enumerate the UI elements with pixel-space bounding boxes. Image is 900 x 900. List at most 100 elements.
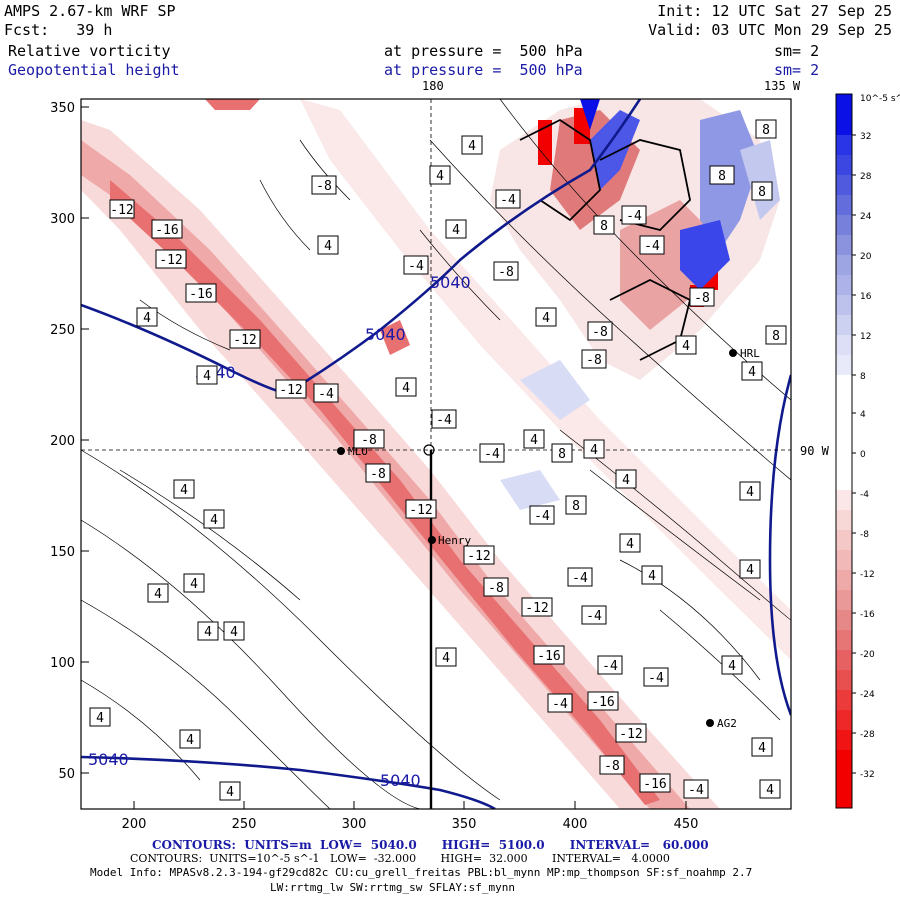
x-tick-label: 350 <box>452 817 477 832</box>
field1-smoothing: sm= 2 <box>774 42 820 60</box>
svg-text:-4: -4 <box>648 671 664 686</box>
init-time: Init: 12 UTC Sat 27 Sep 25 <box>657 2 892 20</box>
svg-text:8: 8 <box>772 329 780 344</box>
colorbar-tick: 16 <box>860 292 872 302</box>
svg-text:-4: -4 <box>602 659 618 674</box>
vort-label: 4 <box>196 365 218 385</box>
svg-text:4: 4 <box>542 311 550 326</box>
vort-label: 4 <box>219 781 241 801</box>
svg-text:-12: -12 <box>525 601 548 616</box>
station-ag2-marker <box>706 719 714 727</box>
svg-text:8: 8 <box>718 169 726 184</box>
vort-label: -4 <box>683 779 709 799</box>
vort-label: -16 <box>185 283 217 303</box>
svg-text:4: 4 <box>648 569 656 584</box>
svg-text:-8: -8 <box>498 265 514 280</box>
x-tick-label: 450 <box>674 817 699 832</box>
vort-label: 4 <box>173 479 195 499</box>
colorbar-tick: 12 <box>860 332 871 342</box>
vort-label: -4 <box>431 409 457 429</box>
vort-label: 4 <box>136 307 158 327</box>
colorbar-tick: -28 <box>860 730 875 740</box>
svg-text:-16: -16 <box>155 223 178 238</box>
plot-frame <box>80 98 792 810</box>
y-tick-label: 350 <box>50 101 75 116</box>
colorbar-tick: -16 <box>860 610 875 620</box>
vort-label: -8 <box>587 321 613 341</box>
x-tick-label: 200 <box>122 817 147 832</box>
height-contour-5040-north <box>81 99 642 396</box>
svg-text:4: 4 <box>626 537 634 552</box>
station-henry-label: Henry <box>438 534 471 547</box>
svg-text:-12: -12 <box>159 253 182 268</box>
y-tick-label: 300 <box>50 212 75 227</box>
svg-text:4: 4 <box>746 485 754 500</box>
vort-label: -4 <box>547 693 573 713</box>
vort-label: -4 <box>581 605 607 625</box>
y-tick-label: 150 <box>50 545 75 560</box>
colorbar-tick: -32 <box>860 770 875 780</box>
vort-label: 4 <box>429 165 451 185</box>
y-tick-label: 250 <box>50 323 75 338</box>
svg-text:-12: -12 <box>409 503 432 518</box>
svg-text:-8: -8 <box>488 581 504 596</box>
meridian-180-label: 180 <box>422 79 444 93</box>
vort-label: 8 <box>765 325 787 345</box>
y-tick-label: 50 <box>58 767 75 782</box>
svg-text:8: 8 <box>762 123 770 138</box>
colorbar-unit: 10^-5 s^-1 <box>860 94 900 104</box>
svg-text:4: 4 <box>96 711 104 726</box>
svg-text:-12: -12 <box>279 383 302 398</box>
field1-name: Relative vorticity <box>8 42 171 60</box>
vort-label: -12 <box>109 199 135 219</box>
svg-text:4: 4 <box>530 433 538 448</box>
svg-text:4: 4 <box>324 239 332 254</box>
svg-text:4: 4 <box>143 311 151 326</box>
vort-label: 4 <box>317 235 339 255</box>
svg-text:4: 4 <box>746 563 754 578</box>
svg-text:4: 4 <box>622 473 630 488</box>
vort-label: 4 <box>739 559 761 579</box>
vorticity-contour-labels: -12 -16 -12 -16 -12 -12 -8 -8 -12 -12 -8… <box>89 119 787 801</box>
field2-smoothing: sm= 2 <box>774 61 820 79</box>
svg-text:-4: -4 <box>436 413 452 428</box>
vort-label: 4 <box>203 509 225 529</box>
colorbar-tick: -20 <box>860 650 875 660</box>
svg-text:-4: -4 <box>644 239 660 254</box>
vort-label: -8 <box>483 577 509 597</box>
vort-label: -16 <box>587 691 619 711</box>
vort-label: -4 <box>495 189 521 209</box>
x-tick-label: 400 <box>563 817 588 832</box>
svg-text:-4: -4 <box>484 447 500 462</box>
vort-label: -16 <box>533 645 565 665</box>
height-contour-5040-east <box>768 374 791 716</box>
svg-text:4: 4 <box>203 369 211 384</box>
station-markers <box>337 349 737 727</box>
vort-label: 8 <box>755 119 777 139</box>
svg-text:-8: -8 <box>586 353 602 368</box>
svg-text:-12: -12 <box>110 203 133 218</box>
x-tick-label: 300 <box>342 817 367 832</box>
svg-text:-8: -8 <box>316 179 332 194</box>
colorbar-tick: 8 <box>860 372 866 382</box>
colorbar-tick: 28 <box>860 172 872 182</box>
vort-label: -12 <box>615 723 647 743</box>
pole-marker <box>423 444 435 456</box>
svg-text:-4: -4 <box>408 259 424 274</box>
vort-label: 4 <box>535 307 557 327</box>
svg-text:4: 4 <box>154 587 162 602</box>
vort-label: -12 <box>463 545 495 565</box>
vort-label: -12 <box>275 379 307 399</box>
vort-label: -4 <box>567 567 593 587</box>
valid-time: Valid: 03 UTC Mon 29 Sep 25 <box>648 21 892 39</box>
svg-text:4: 4 <box>204 625 212 640</box>
vort-label: -8 <box>689 287 715 307</box>
svg-text:-4: -4 <box>586 609 602 624</box>
vort-label: 4 <box>615 469 637 489</box>
vort-label: -12 <box>229 329 261 349</box>
vort-label: -12 <box>521 597 553 617</box>
footer-model-info: Model Info: MPASv8.2.3-194-gf29cd82c CU:… <box>90 866 753 879</box>
vort-label: 4 <box>435 647 457 667</box>
y-tick-label: 100 <box>50 656 75 671</box>
